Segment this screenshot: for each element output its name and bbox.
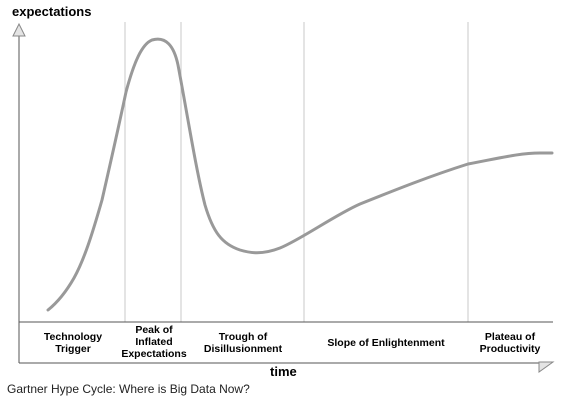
x-axis-arrow-icon (538, 361, 555, 373)
phase-label-text: Slope of Enlightenment (327, 337, 445, 349)
x-axis-label: time (270, 364, 297, 379)
phase-label-text: Peak of Inflated Expectations (121, 324, 187, 360)
hype-curve (46, 37, 554, 312)
phase-label-text: Trough of Disillusionment (203, 331, 283, 355)
phase-peak-of-inflated-expectations: Peak of Inflated Expectations (113, 324, 195, 360)
phase-label-text: Technology Trigger (43, 331, 103, 355)
y-axis-arrow-icon (12, 22, 26, 37)
figure-caption: Gartner Hype Cycle: Where is Big Data No… (7, 382, 250, 396)
phase-trough-of-disillusionment: Trough of Disillusionment (194, 331, 292, 355)
phase-slope-of-enlightenment: Slope of Enlightenment (316, 337, 456, 349)
phase-label-text: Plateau of Productivity (479, 331, 541, 355)
y-axis-label: expectations (12, 4, 92, 19)
phase-plateau-of-productivity: Plateau of Productivity (467, 331, 553, 355)
phase-technology-trigger: Technology Trigger (32, 331, 114, 355)
